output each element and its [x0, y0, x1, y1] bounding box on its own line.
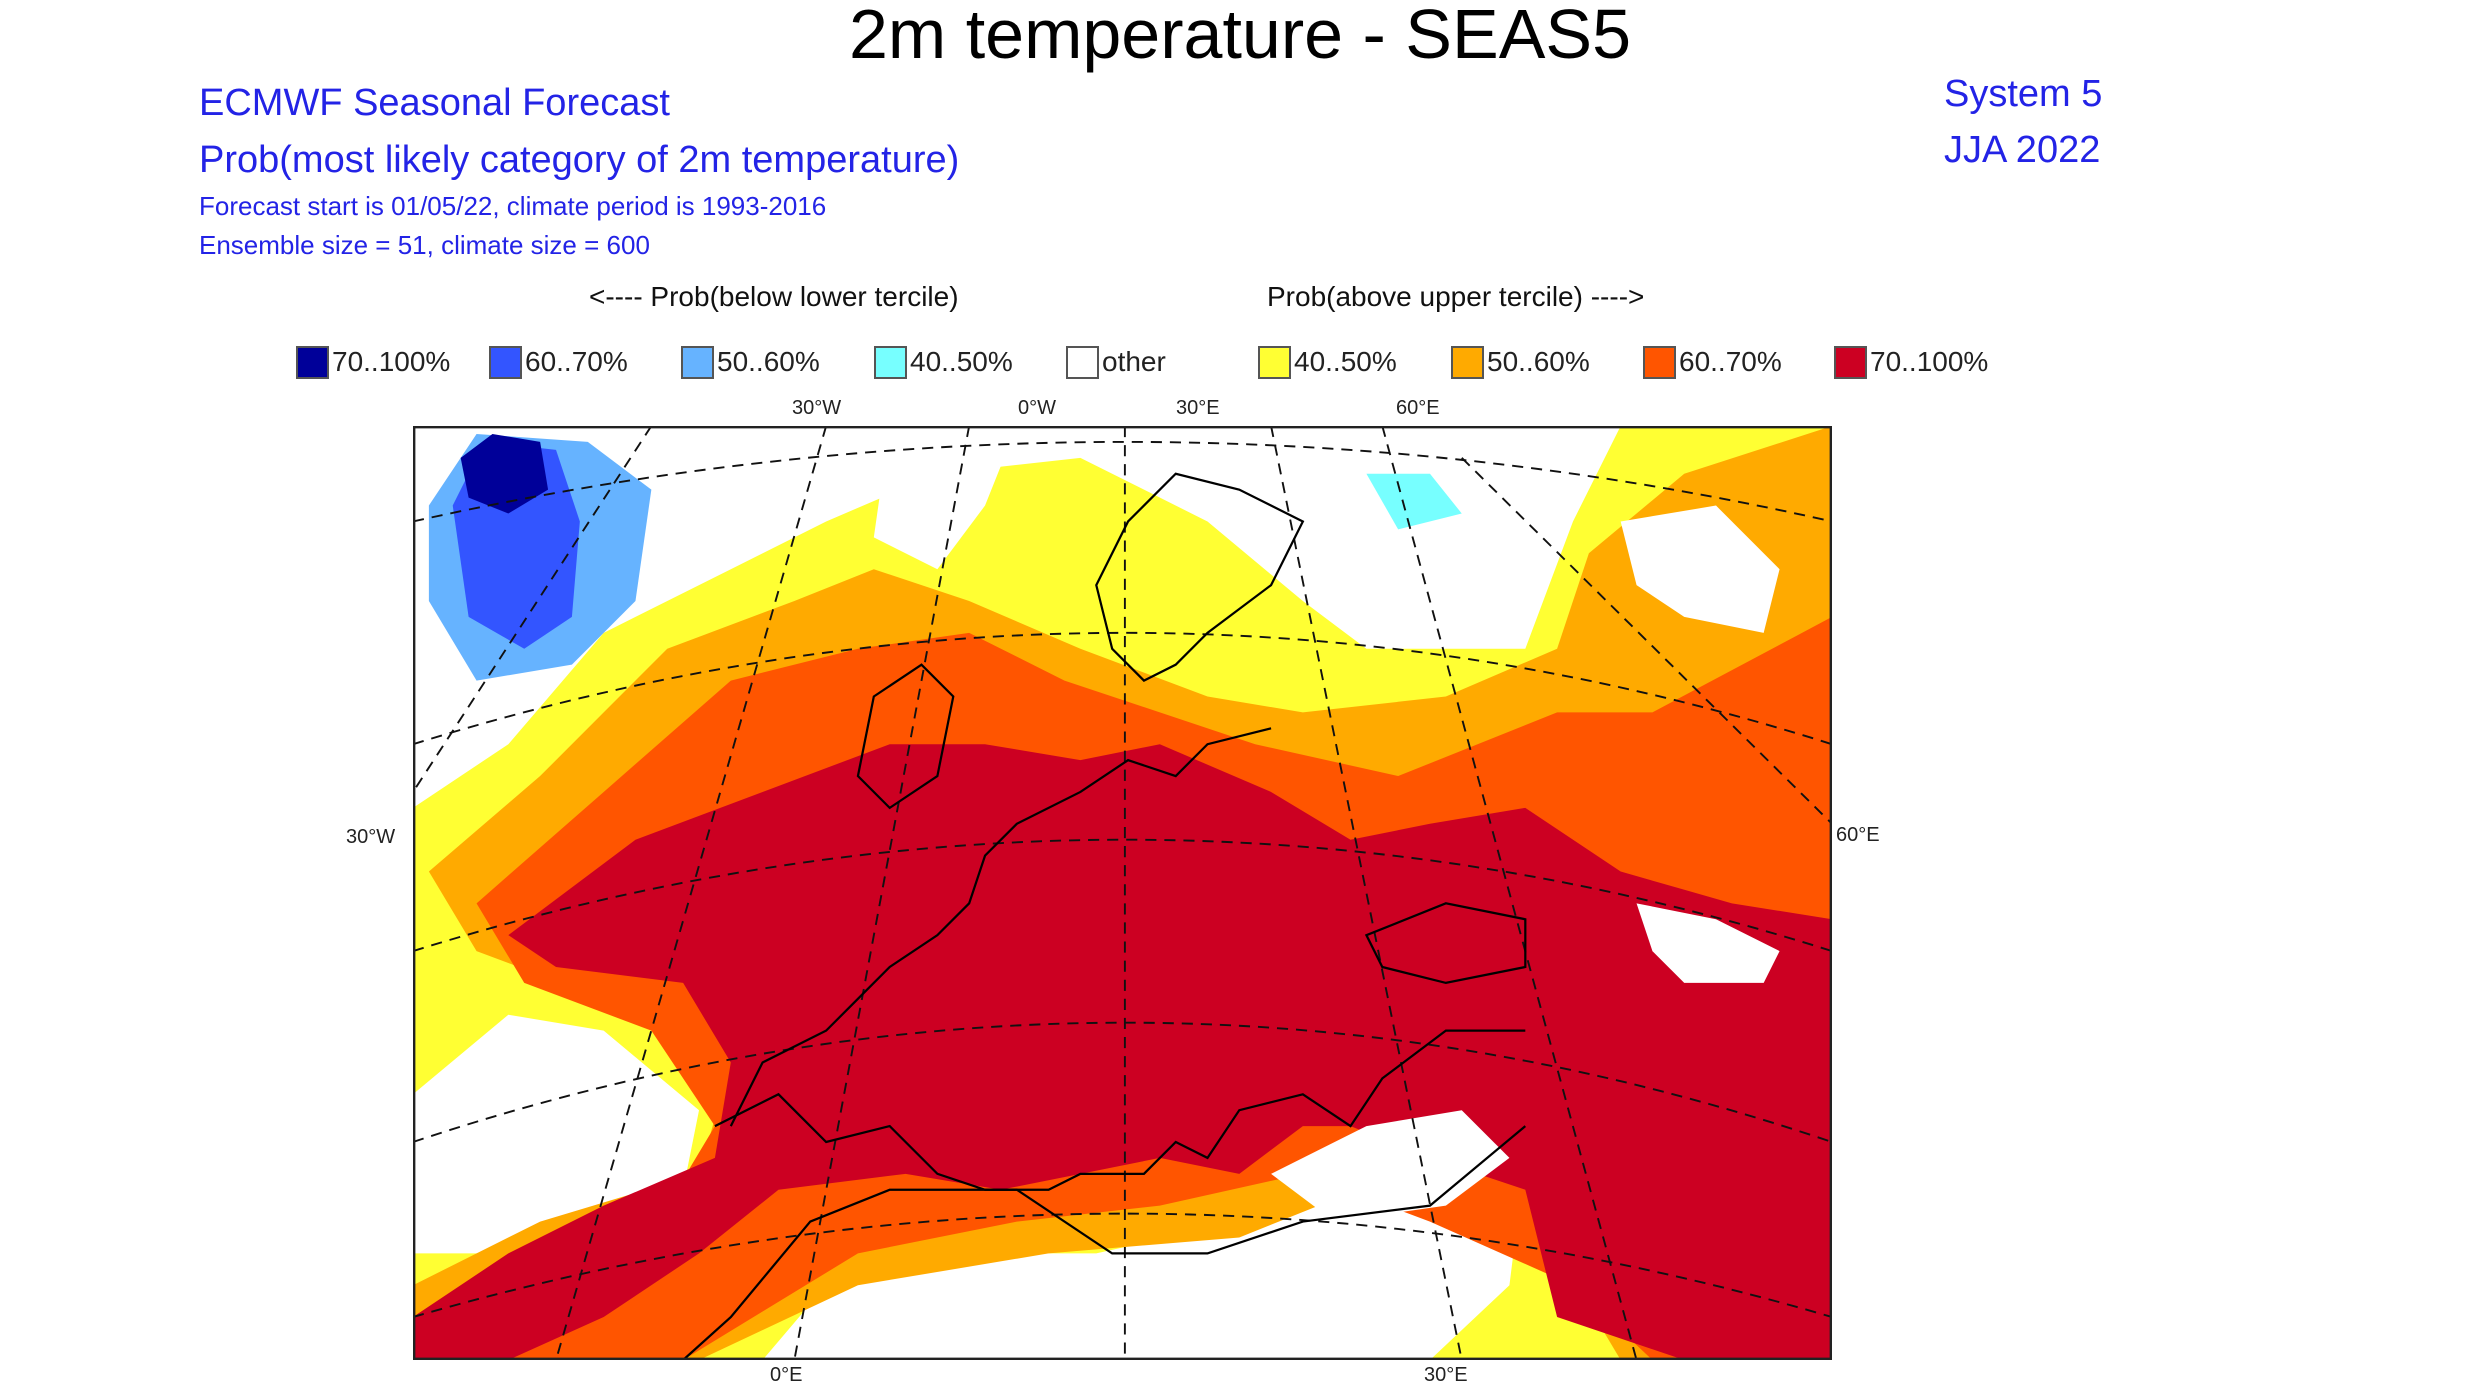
chart-title: 2m temperature - SEAS5	[849, 0, 1631, 73]
graticule-meridian	[1461, 457, 1832, 825]
lon-label-top: 30°W	[792, 397, 842, 419]
legend-label: other	[1102, 346, 1166, 377]
lon-label-top: 30°E	[1176, 397, 1220, 419]
graticule-parallel	[413, 838, 1832, 952]
legend-label: 60..70%	[525, 346, 628, 377]
header-variable: Prob(most likely category of 2m temperat…	[199, 139, 960, 181]
probability-map	[413, 426, 1832, 1360]
region-cyan	[1366, 473, 1462, 530]
lon-label-bottom: 30°E	[1424, 1364, 1468, 1386]
graticule-meridian	[793, 426, 971, 1360]
legend-swatch	[1066, 345, 1099, 379]
tercile-above-label: Prob(above upper tercile) ---->	[1267, 281, 1645, 312]
legend-label: 70..100%	[332, 346, 451, 377]
legend-swatch	[296, 345, 329, 379]
graticule-meridian	[1381, 426, 1638, 1360]
graticule-meridian	[1270, 426, 1463, 1360]
legend-label: 60..70%	[1679, 346, 1782, 377]
graticule-parallel	[413, 1212, 1832, 1318]
legend-item: 40..50%	[874, 343, 1013, 381]
graticule-parallel	[413, 440, 1832, 523]
legend-swatch	[489, 345, 522, 379]
legend-item: 60..70%	[489, 343, 628, 381]
header-source: ECMWF Seasonal Forecast	[199, 82, 670, 124]
legend-label: 50..60%	[1487, 346, 1590, 377]
legend-label: 50..60%	[717, 346, 820, 377]
lon-label-right: 60°E	[1836, 824, 1880, 846]
region-white-nc	[873, 426, 1017, 570]
region-white-sw	[413, 1014, 700, 1254]
legend-item: 60..70%	[1643, 343, 1782, 381]
region-red	[413, 744, 1832, 1360]
legend-swatch	[1258, 345, 1291, 379]
graticule	[413, 426, 1832, 1360]
legend-item: 40..50%	[1258, 343, 1397, 381]
region-white-ne	[1636, 903, 1780, 983]
legend-label: 40..50%	[1294, 346, 1397, 377]
lon-label-left: 30°W	[346, 826, 396, 848]
legend-label: 40..50%	[910, 346, 1013, 377]
legend-swatch	[874, 345, 907, 379]
graticule-meridian	[555, 426, 828, 1360]
header-ensemble: Ensemble size = 51, climate size = 600	[199, 230, 650, 260]
lon-label-top: 60°E	[1396, 397, 1440, 419]
graticule-parallel	[413, 631, 1832, 746]
header-system: System 5	[1944, 73, 2103, 115]
legend-swatch	[1834, 345, 1867, 379]
legend-swatch	[681, 345, 714, 379]
legend-item: 50..60%	[1451, 343, 1590, 381]
header-forecast-start: Forecast start is 01/05/22, climate peri…	[199, 191, 827, 221]
legend-label: 70..100%	[1870, 346, 1989, 377]
legend-item: other	[1066, 343, 1166, 381]
legend-swatch	[1643, 345, 1676, 379]
lon-label-top: 0°W	[1018, 397, 1056, 419]
legend-swatch	[1451, 345, 1484, 379]
region-blue-dark	[460, 433, 549, 514]
legend-item: 70..100%	[1834, 343, 1988, 381]
legend-item: 70..100%	[296, 343, 450, 381]
legend-item: 50..60%	[681, 343, 820, 381]
region-white-mideast	[1271, 1110, 1510, 1222]
tercile-below-label: <---- Prob(below lower tercile)	[589, 281, 959, 312]
coastlines	[682, 472, 1527, 1360]
header-season: JJA 2022	[1944, 129, 2101, 171]
lon-label-bottom: 0°E	[770, 1364, 803, 1386]
graticule-meridian	[413, 426, 653, 793]
